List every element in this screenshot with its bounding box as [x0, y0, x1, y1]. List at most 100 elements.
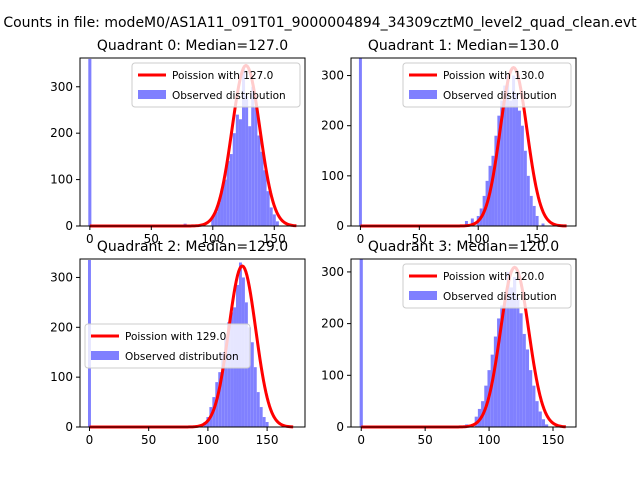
- axes-frame: [79, 57, 306, 227]
- histogram-bar: [522, 333, 526, 427]
- subplot-quadrant-1: 0 50 100 150 0 100 200 300 Quadrant 1: Median=13…: [321, 38, 577, 246]
- legend-label-poisson: Poission with 129.0: [125, 331, 226, 343]
- x-tick-label: 150: [256, 433, 279, 447]
- histogram-bar: [266, 191, 270, 226]
- histogram-bar: [253, 367, 257, 427]
- histogram-bar: [497, 115, 501, 226]
- legend-box: [84, 323, 251, 369]
- legend: Poission with 127.0 Observed distribution: [131, 62, 301, 108]
- histogram-bar: [217, 202, 221, 226]
- x-tick-label: 150: [263, 232, 286, 246]
- histogram-bar: [538, 411, 542, 427]
- histogram-bar: [254, 107, 258, 226]
- histogram-bar: [358, 58, 362, 226]
- histogram-bar: [250, 342, 254, 427]
- histogram-bar: [517, 110, 521, 226]
- histogram-bar: [509, 100, 513, 226]
- subplot-title: Quadrant 0: Median=127.0: [97, 38, 288, 54]
- histogram-bar: [245, 96, 249, 226]
- x-tick-label: 50: [141, 433, 156, 447]
- histogram-bar: [506, 75, 510, 226]
- histogram-bar: [500, 100, 504, 226]
- histogram-bar: [515, 93, 518, 226]
- histogram-bar: [519, 313, 523, 427]
- histogram-bar: [221, 352, 225, 427]
- legend: Poission with 130.0 Observed distribution: [402, 62, 572, 108]
- legend-label-poisson: Poission with 120.0: [443, 271, 544, 283]
- y-tick-label: 200: [321, 317, 344, 331]
- histogram-bar: [470, 218, 474, 226]
- histogram-bar: [218, 372, 222, 427]
- legend: Poission with 120.0 Observed distribution: [402, 263, 572, 309]
- histogram-bar: [211, 216, 215, 226]
- histogram-bar: [493, 336, 498, 427]
- histogram-bar: [263, 170, 267, 226]
- x-tick-label: 100: [196, 433, 219, 447]
- legend-label-observed: Observed distribution: [443, 291, 557, 303]
- histogram-bar: [503, 297, 507, 427]
- subplot-quadrant-3: 0 50 100 150 0 100 200 300 Quadrant 3: Median=12…: [321, 239, 577, 447]
- histogram-bar: [260, 151, 264, 226]
- histogram-bar: [541, 223, 545, 226]
- y-tick-label: 0: [336, 219, 344, 233]
- histogram-bar: [272, 214, 276, 226]
- y-tick-label: 100: [321, 368, 344, 382]
- histogram-bar: [525, 349, 530, 427]
- subplot-title: Quadrant 2: Median=129.0: [97, 239, 288, 255]
- legend-box: [402, 62, 572, 108]
- y-tick-label: 300: [50, 80, 73, 94]
- histogram-bar: [500, 305, 504, 427]
- legend-label-observed: Observed distribution: [172, 90, 286, 102]
- legend-patch-swatch: [138, 90, 166, 99]
- histogram-bar: [512, 75, 516, 226]
- histogram-bar: [464, 220, 468, 226]
- histogram-bar: [229, 154, 233, 226]
- histogram-bar: [269, 207, 273, 226]
- y-tick-label: 100: [321, 169, 344, 183]
- subplot-title: Quadrant 1: Median=130.0: [368, 38, 559, 54]
- histogram-bar: [230, 312, 234, 427]
- legend-label-observed: Observed distribution: [125, 351, 239, 363]
- histogram-bar: [259, 407, 263, 427]
- subplot-quadrant-2: 0 50 100 150 0 100 200 300 Quadrant 2: Median=12…: [50, 239, 306, 447]
- y-tick-label: 300: [50, 270, 73, 284]
- legend-box: [402, 263, 572, 309]
- histogram-bar: [509, 287, 514, 427]
- y-tick-label: 0: [65, 219, 73, 233]
- legend: Poission with 129.0 Observed distribution: [84, 323, 251, 369]
- y-tick-label: 300: [321, 265, 344, 279]
- histogram-bar: [532, 205, 536, 226]
- x-tick-label: 0: [357, 433, 365, 447]
- legend-patch-swatch: [409, 291, 437, 300]
- histogram-bar: [491, 155, 495, 226]
- x-tick-label: 50: [418, 433, 433, 447]
- histogram-bar: [256, 392, 260, 427]
- x-tick-label: 100: [478, 433, 501, 447]
- histogram-bar: [520, 125, 524, 226]
- x-tick-label: 100: [467, 232, 490, 246]
- histogram-bar: [257, 135, 261, 226]
- legend-label-observed: Observed distribution: [443, 90, 557, 102]
- histogram-bar: [235, 114, 239, 226]
- histogram-bar: [541, 419, 545, 427]
- axes-frame: [350, 57, 577, 227]
- histogram-bar: [535, 215, 539, 226]
- histogram-bar: [238, 119, 242, 226]
- x-tick-label: 50: [412, 232, 427, 246]
- histogram-bar: [227, 322, 231, 427]
- histogram-bar: [503, 85, 507, 226]
- y-tick-label: 0: [65, 420, 73, 434]
- histogram-bar: [359, 259, 363, 427]
- x-tick-label: 0: [86, 433, 94, 447]
- histogram-bar: [535, 401, 539, 427]
- y-tick-label: 200: [50, 126, 73, 140]
- legend-patch-swatch: [91, 351, 119, 360]
- x-tick-label: 0: [357, 232, 365, 246]
- legend-box: [131, 62, 301, 108]
- x-tick-label: 0: [86, 232, 94, 246]
- legend-patch-swatch: [409, 90, 437, 99]
- x-tick-label: 150: [526, 232, 549, 246]
- histogram-bar: [529, 195, 533, 226]
- histogram-bar: [251, 86, 255, 227]
